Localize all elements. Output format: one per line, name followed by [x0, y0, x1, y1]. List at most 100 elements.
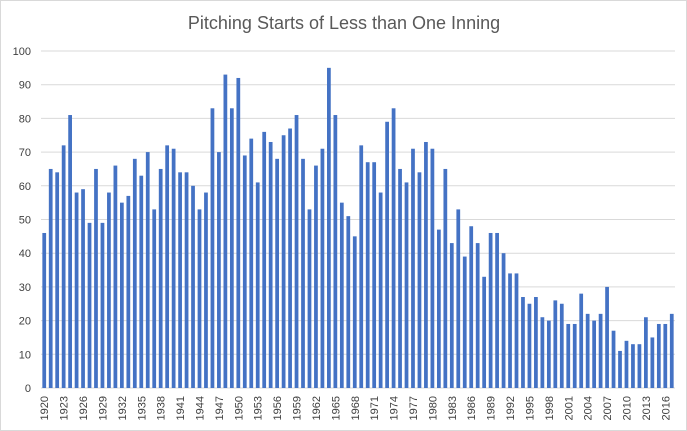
bar-1994	[521, 297, 525, 388]
bar-1973	[385, 121, 389, 389]
x-tick-label: 2010	[621, 396, 633, 420]
bar-2000	[559, 303, 564, 388]
bar-1949	[229, 108, 234, 388]
bar-1976	[404, 182, 409, 388]
bar-2017	[669, 313, 674, 388]
bar-1996	[534, 297, 538, 388]
x-tick-label: 1992	[505, 396, 517, 420]
bar-1978	[417, 172, 422, 388]
bar-1966	[339, 202, 344, 388]
x-tick-label: 1926	[78, 396, 90, 420]
y-tick-label: 40	[19, 248, 31, 260]
x-tick-label: 2001	[563, 396, 575, 420]
bar-1951	[242, 155, 247, 388]
bar-2007	[605, 286, 609, 388]
bar-2013	[644, 317, 648, 388]
bar-1998	[546, 320, 551, 388]
bar-1955	[268, 141, 273, 388]
bar-1960	[301, 158, 305, 388]
bar-1932	[119, 202, 124, 388]
bar-1941	[178, 172, 182, 388]
y-tick-label: 50	[19, 215, 31, 227]
bar-1969	[359, 145, 364, 388]
bar-1989	[488, 232, 493, 388]
bar-1925	[74, 192, 79, 388]
bar-1964	[327, 67, 331, 388]
x-tick-label: 1962	[311, 396, 323, 420]
chart-title: Pitching Starts of Less than One Inning	[188, 13, 500, 33]
y-tick-label: 0	[25, 383, 31, 395]
bar-2016	[663, 323, 668, 388]
y-tick-label: 90	[19, 80, 31, 92]
y-tick-label: 70	[19, 147, 31, 159]
bar-2001	[566, 323, 571, 388]
bar-1992	[508, 273, 512, 388]
bar-1934	[132, 158, 137, 388]
bar-1927	[87, 222, 92, 388]
bar-1988	[482, 276, 487, 388]
bar-1968	[352, 236, 357, 388]
bar-1987	[475, 243, 480, 388]
bar-2012	[637, 344, 642, 388]
bar-1921	[48, 168, 53, 388]
bar-1952	[249, 138, 254, 388]
bar-1995	[527, 303, 532, 388]
x-tick-label: 1920	[39, 396, 51, 420]
bar-1993	[514, 273, 519, 388]
bar-1979	[424, 141, 428, 388]
bar-1926	[81, 189, 85, 388]
bar-1937	[152, 209, 157, 388]
bar-1938	[158, 168, 163, 388]
bar-1939	[165, 145, 170, 388]
bar-1984	[456, 209, 461, 388]
x-tick-label: 1983	[447, 396, 459, 420]
bar-2003	[579, 293, 584, 388]
bar-1935	[139, 175, 144, 388]
bar-2002	[572, 323, 577, 388]
bar-1948	[223, 74, 228, 388]
bar-1920	[42, 232, 47, 388]
bar-2009	[618, 350, 622, 388]
bar-1954	[262, 131, 267, 388]
x-tick-label: 1995	[524, 396, 536, 420]
bar-1999	[553, 300, 558, 388]
x-tick-label: 1953	[253, 396, 265, 420]
bar-1962	[314, 165, 318, 388]
bar-1977	[411, 148, 415, 388]
x-tick-label: 1944	[195, 396, 207, 420]
bar-1991	[501, 253, 506, 388]
bar-1965	[333, 115, 338, 388]
bar-1944	[197, 209, 202, 388]
bar-1928	[94, 168, 98, 388]
x-tick-label: 1938	[156, 396, 168, 420]
x-tick-label: 1956	[272, 396, 284, 420]
bar-1963	[320, 148, 325, 388]
bar-1970	[365, 162, 370, 388]
bar-1929	[100, 222, 105, 388]
bars	[42, 67, 674, 389]
bar-1936	[145, 152, 150, 388]
bar-1933	[126, 195, 131, 388]
bar-1953	[255, 182, 260, 388]
bar-1981	[436, 229, 441, 388]
x-tick-label: 2007	[602, 396, 614, 420]
bar-1961	[307, 209, 312, 388]
x-tick-label: 1965	[330, 396, 342, 420]
bar-1980	[430, 148, 435, 388]
bar-1922	[55, 172, 60, 388]
bar-2005	[592, 320, 597, 388]
bar-1942	[184, 172, 189, 388]
x-tick-label: 1974	[389, 396, 401, 420]
x-tick-label: 2004	[583, 396, 595, 420]
bar-1924	[68, 115, 72, 388]
bar-1943	[191, 185, 195, 388]
y-tick-label: 10	[19, 349, 31, 361]
bar-2015	[656, 323, 661, 388]
bar-1957	[281, 135, 286, 388]
x-tick-label: 1989	[486, 396, 498, 420]
bar-1923	[61, 145, 66, 388]
bar-1947	[217, 152, 221, 388]
bar-2006	[598, 313, 603, 388]
